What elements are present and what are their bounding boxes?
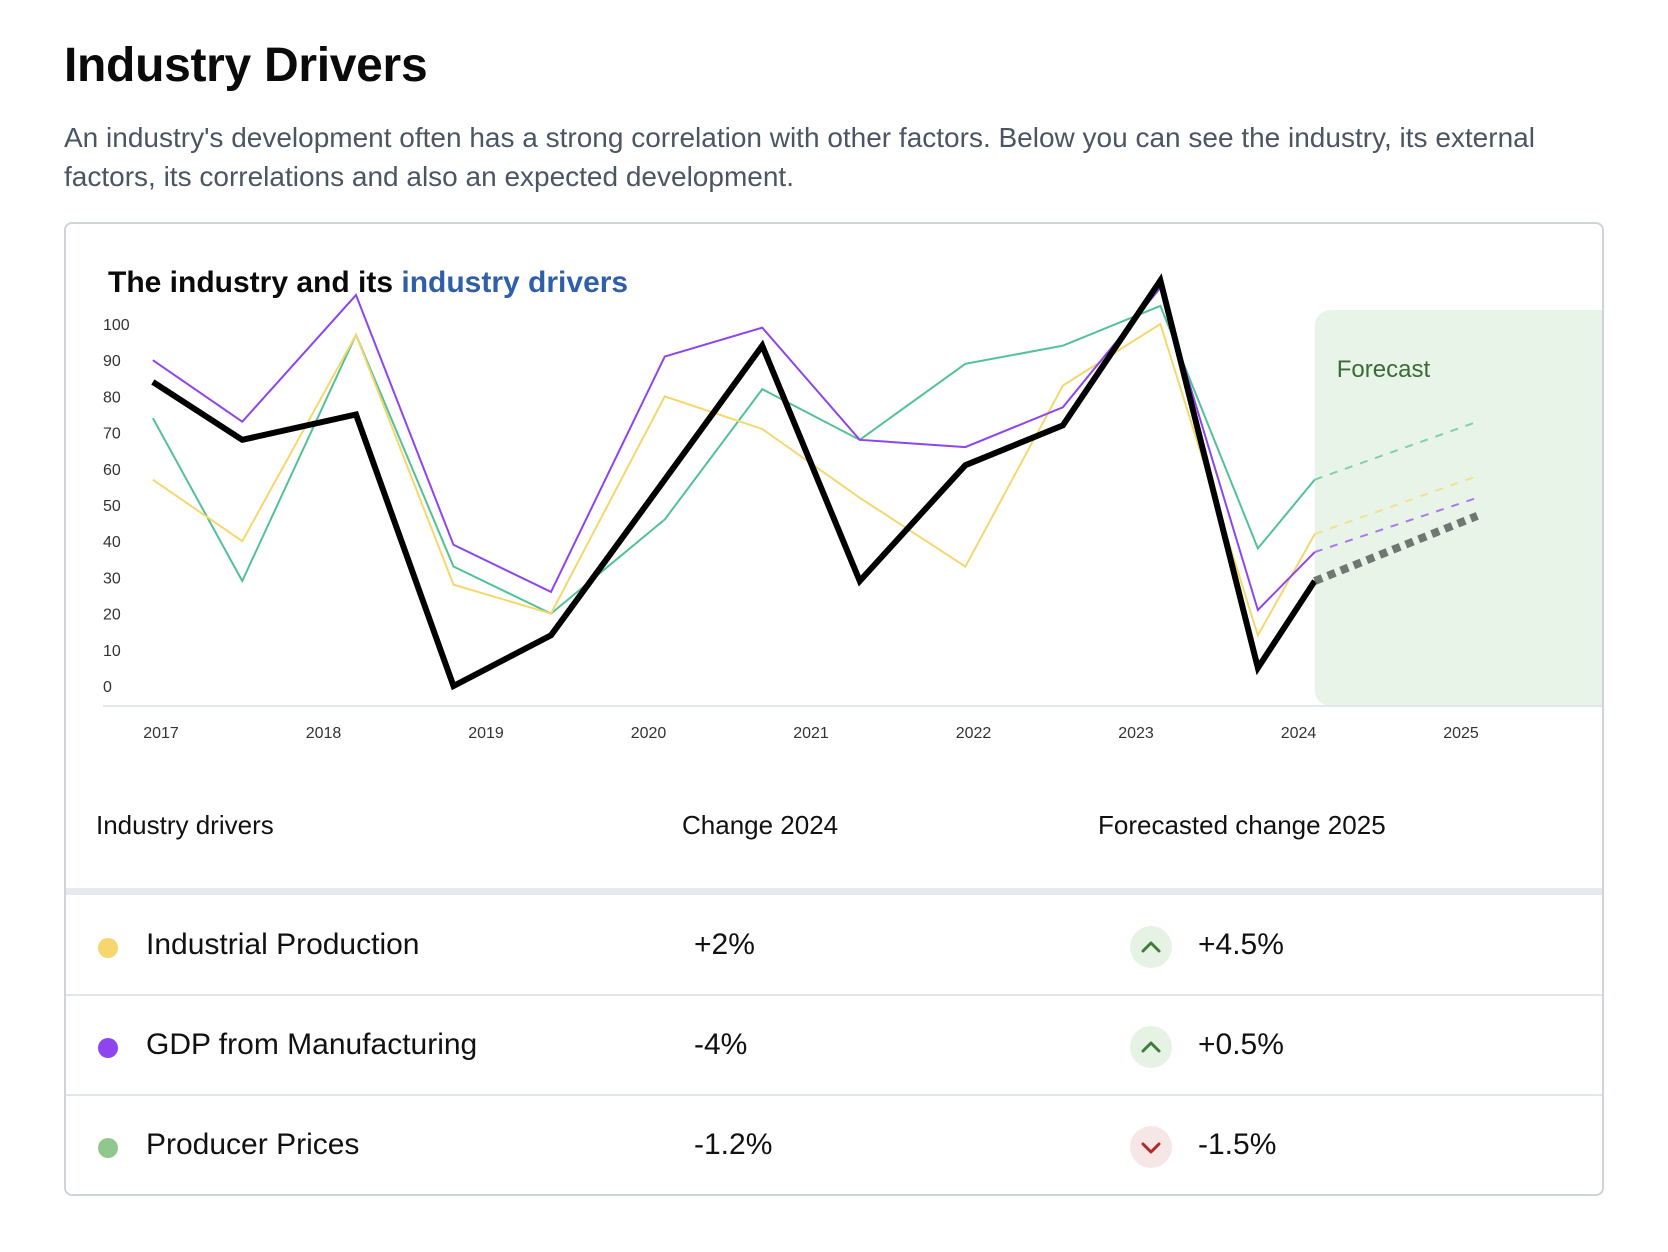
forecast-line-producer-prices xyxy=(1314,420,1478,481)
x-tick-label: 2020 xyxy=(631,725,667,742)
driver-name: GDP from Manufacturing xyxy=(146,1028,478,1061)
chart-title-accent: industry drivers xyxy=(401,266,629,299)
y-tick-label: 30 xyxy=(103,570,121,587)
forecast-line-industrial-production xyxy=(1314,475,1478,535)
forecast-2025-value: +4.5% xyxy=(1198,928,1284,961)
y-tick-label: 90 xyxy=(103,353,121,370)
chart-title-prefix: The industry and its xyxy=(108,266,402,299)
change-2024-value: -1.2% xyxy=(694,1128,773,1161)
series-color-dot xyxy=(98,938,118,958)
forecast-band xyxy=(1314,310,1602,706)
x-tick-label: 2025 xyxy=(1443,725,1479,742)
y-tick-label: 100 xyxy=(103,317,130,334)
x-tick-label: 2023 xyxy=(1118,725,1154,742)
chevron-down-icon xyxy=(1130,1126,1172,1168)
y-tick-label: 80 xyxy=(103,389,121,406)
y-tick-label: 10 xyxy=(103,643,121,660)
change-2024-value: +2% xyxy=(694,928,755,961)
x-tick-label: 2019 xyxy=(468,725,504,742)
driver-name: Industrial Production xyxy=(146,928,420,961)
y-tick-label: 40 xyxy=(103,534,121,551)
x-tick-label: 2024 xyxy=(1281,725,1317,742)
forecast-label: Forecast xyxy=(1337,356,1431,383)
forecast-2025-value: -1.5% xyxy=(1198,1128,1277,1161)
header-industry-drivers: Industry drivers xyxy=(96,810,274,840)
x-tick-label: 2017 xyxy=(143,725,179,742)
drivers-line-chart: Forecast 0 10 20 30 40 50 60 70 80 90 100 2017 2018 20… xyxy=(103,273,1602,742)
chart-title: The industry and its industry drivers xyxy=(108,266,628,300)
forecast-line-industry xyxy=(1313,512,1479,585)
industry-drivers-card: Forecast 0 10 20 30 40 50 60 70 80 90 100 2017 2018 20… xyxy=(64,222,1604,1196)
forecast-line-gdp-manufacturing xyxy=(1314,496,1478,554)
table-header-divider xyxy=(66,888,1602,895)
chevron-up-icon xyxy=(1130,1026,1172,1068)
y-tick-label: 70 xyxy=(103,426,121,443)
chevron-up-icon xyxy=(1130,926,1172,968)
header-change-2024: Change 2024 xyxy=(682,810,839,840)
series-line-producer-prices xyxy=(151,304,1316,615)
series-color-dot xyxy=(98,1138,118,1158)
table-row: Producer Prices -1.2% -1.5% xyxy=(66,1096,1602,1194)
series-color-dot xyxy=(98,1038,118,1058)
page-title: Industry Drivers xyxy=(64,39,428,92)
y-tick-label: 60 xyxy=(103,462,121,479)
driver-name: Producer Prices xyxy=(146,1128,360,1161)
y-tick-label: 50 xyxy=(103,498,121,515)
table-row: Industrial Production +2% +4.5% xyxy=(66,896,1602,996)
page-description: An industry's development often has a st… xyxy=(64,122,1535,192)
y-tick-label: 20 xyxy=(103,607,121,624)
forecast-2025-value: +0.5% xyxy=(1198,1028,1284,1061)
x-tick-label: 2021 xyxy=(793,725,829,742)
y-tick-label: 0 xyxy=(103,679,112,696)
table-header: Industry drivers Change 2024 Forecasted … xyxy=(66,810,1602,858)
x-tick-label: 2018 xyxy=(306,725,342,742)
series-line-industry xyxy=(151,273,1318,691)
series-line-industrial-production xyxy=(152,322,1316,638)
x-tick-label: 2022 xyxy=(956,725,992,742)
table-row: GDP from Manufacturing -4% +0.5% xyxy=(66,996,1602,1096)
change-2024-value: -4% xyxy=(694,1028,748,1061)
header-forecast-2025: Forecasted change 2025 xyxy=(1098,810,1386,840)
